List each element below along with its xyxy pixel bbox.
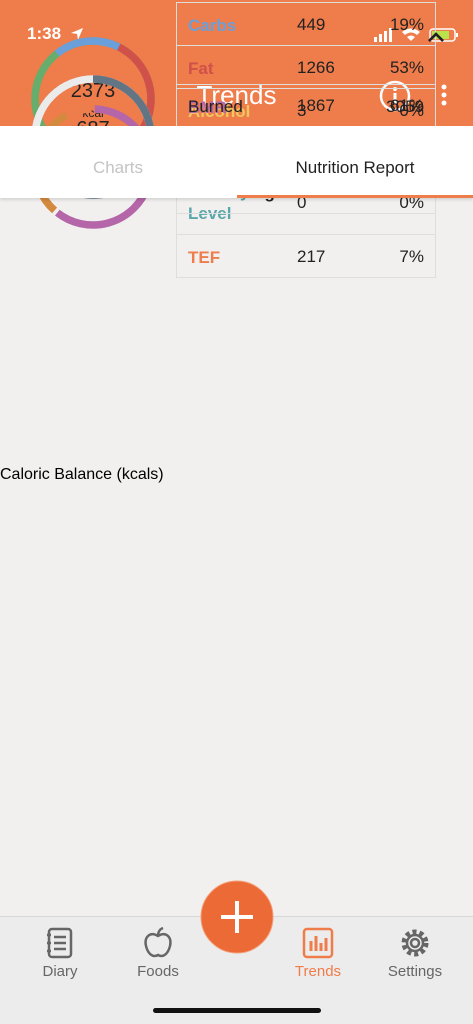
nav-label[interactable]: Foods: [137, 963, 179, 980]
row-percent: 19%: [389, 14, 424, 34]
row-label: Carbs: [188, 16, 237, 35]
center-value: 2373: [70, 80, 116, 102]
table-row: TEF 217 7%: [177, 235, 435, 278]
row-value: 1867: [297, 96, 335, 115]
header: 1:38 Trends: [0, 0, 473, 126]
nav-icon[interactable]: [302, 927, 334, 959]
nav-label[interactable]: Trends: [294, 963, 342, 980]
chevron: [428, 32, 444, 42]
card: Caloric Balance (kcals)687kcalBurned3059…: [0, 32, 473, 696]
nav-icon[interactable]: [142, 927, 174, 959]
menu-button[interactable]: [438, 83, 450, 109]
table-row: Carbs 449 19%: [177, 3, 435, 46]
row-percent: 61%: [389, 96, 424, 115]
nav-label[interactable]: Settings: [387, 963, 443, 980]
row-percent: 53%: [389, 57, 424, 77]
row-percent: 7%: [399, 246, 424, 266]
location-icon: [71, 28, 83, 40]
table-row: Burned 3059: [177, 85, 435, 128]
row-value: 449: [297, 14, 326, 34]
row-label: TEF: [188, 248, 221, 267]
collapse-button[interactable]: [428, 31, 444, 43]
tab-active[interactable]: Nutrition Report: [295, 158, 415, 177]
tab-indicator: [237, 195, 473, 198]
row-label: Burned: [188, 97, 243, 116]
row-value: 217: [297, 246, 326, 266]
status-time: 1:38: [27, 24, 62, 43]
donut-segment: [54, 37, 121, 57]
row-label: BMR: [188, 98, 227, 117]
row-label: Alcohol: [188, 102, 251, 121]
row-percent: 0%: [399, 100, 424, 120]
row-value: 3: [297, 100, 307, 120]
row-value: 3059: [386, 97, 424, 116]
donut-segment: [68, 105, 92, 118]
nav-label[interactable]: Diary: [42, 963, 78, 980]
row-label: Fat: [188, 59, 214, 78]
tab[interactable]: Charts: [92, 158, 144, 177]
row-value: 0: [297, 193, 307, 212]
table-row: Fat 1266 53%: [177, 46, 435, 89]
tabs: Charts Nutrition Report: [0, 126, 473, 198]
nav-icon[interactable]: [44, 927, 76, 959]
cards: 2373kcalCarbs44919%Fat126653%Alcohol30%C…: [0, 2, 473, 696]
card-title: Caloric Balance (kcals): [0, 466, 164, 483]
row-value: 1266: [297, 57, 335, 77]
nav-icon[interactable]: [399, 927, 431, 959]
add-button[interactable]: [197, 877, 277, 957]
home-indicator: [153, 1008, 321, 1013]
table-row: BMR 1867 61%: [177, 85, 435, 127]
header-title: Trends: [196, 80, 277, 110]
